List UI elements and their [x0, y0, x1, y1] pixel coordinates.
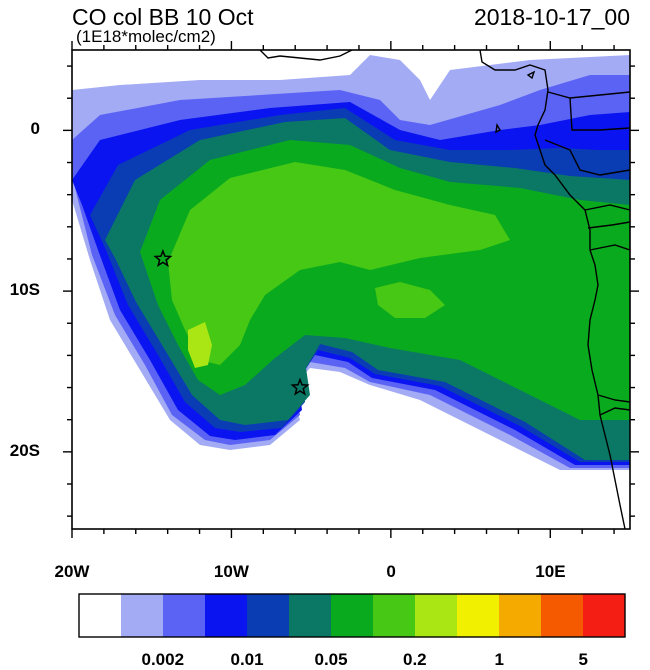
colorbar-swatch [541, 594, 584, 637]
lon-label: 0 [386, 562, 396, 581]
lon-label: 20W [54, 562, 90, 581]
map-title: CO col BB 10 Oct [72, 4, 254, 30]
lat-label: 0 [30, 119, 40, 139]
lat-label: 20S [9, 440, 40, 460]
co-band-7-east [375, 282, 445, 318]
axis-ticks [63, 41, 639, 538]
colorbar-swatch [331, 594, 374, 637]
colorbar-swatch [457, 594, 500, 637]
colorbar-frame [78, 593, 626, 638]
star-marker-west [153, 248, 173, 268]
co-field [72, 50, 630, 529]
lon-label: 10E [535, 562, 566, 581]
colorbar-label: 5 [578, 650, 588, 669]
lat-label: 10S [9, 280, 40, 300]
colorbar-swatch [289, 594, 332, 637]
colorbar [79, 594, 626, 637]
colorbar-swatch [121, 594, 164, 637]
coastline [259, 49, 631, 530]
colorbar-label: 0.01 [230, 650, 264, 669]
colorbar-swatch [373, 594, 416, 637]
map-frame [71, 49, 631, 530]
colorbar-swatch [583, 594, 626, 637]
colorbar-label: 0.2 [403, 650, 427, 669]
lon-label: 10W [213, 562, 249, 581]
star-marker-south [290, 377, 310, 396]
colorbar-swatch [499, 594, 542, 637]
date-label: 2018-10-17_00 [473, 4, 630, 30]
colorbar-swatch [163, 594, 206, 637]
colorbar-label: 0.002 [141, 650, 185, 669]
co-band-7 [168, 162, 510, 365]
star-markers [153, 248, 310, 396]
colorbar-swatch [205, 594, 248, 637]
units-label: (1E18*molec/cm2) [76, 27, 216, 46]
co-band-8 [188, 322, 212, 368]
colorbar-swatch [415, 594, 458, 637]
colorbar-label: 0.05 [314, 650, 348, 669]
colorbar-swatch [79, 594, 122, 637]
colorbar-label: 1 [494, 650, 504, 669]
colorbar-swatch [247, 594, 290, 637]
